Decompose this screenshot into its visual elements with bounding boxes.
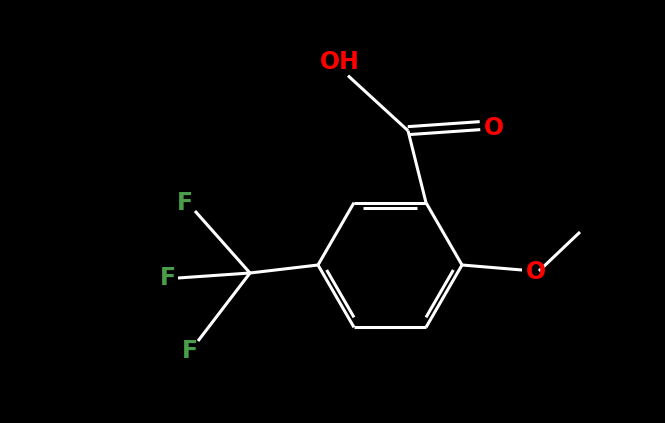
Text: O: O — [484, 115, 504, 140]
Text: F: F — [177, 191, 193, 215]
Text: F: F — [182, 339, 198, 363]
Text: OH: OH — [320, 49, 360, 74]
Text: F: F — [160, 266, 176, 290]
Text: O: O — [526, 260, 546, 284]
